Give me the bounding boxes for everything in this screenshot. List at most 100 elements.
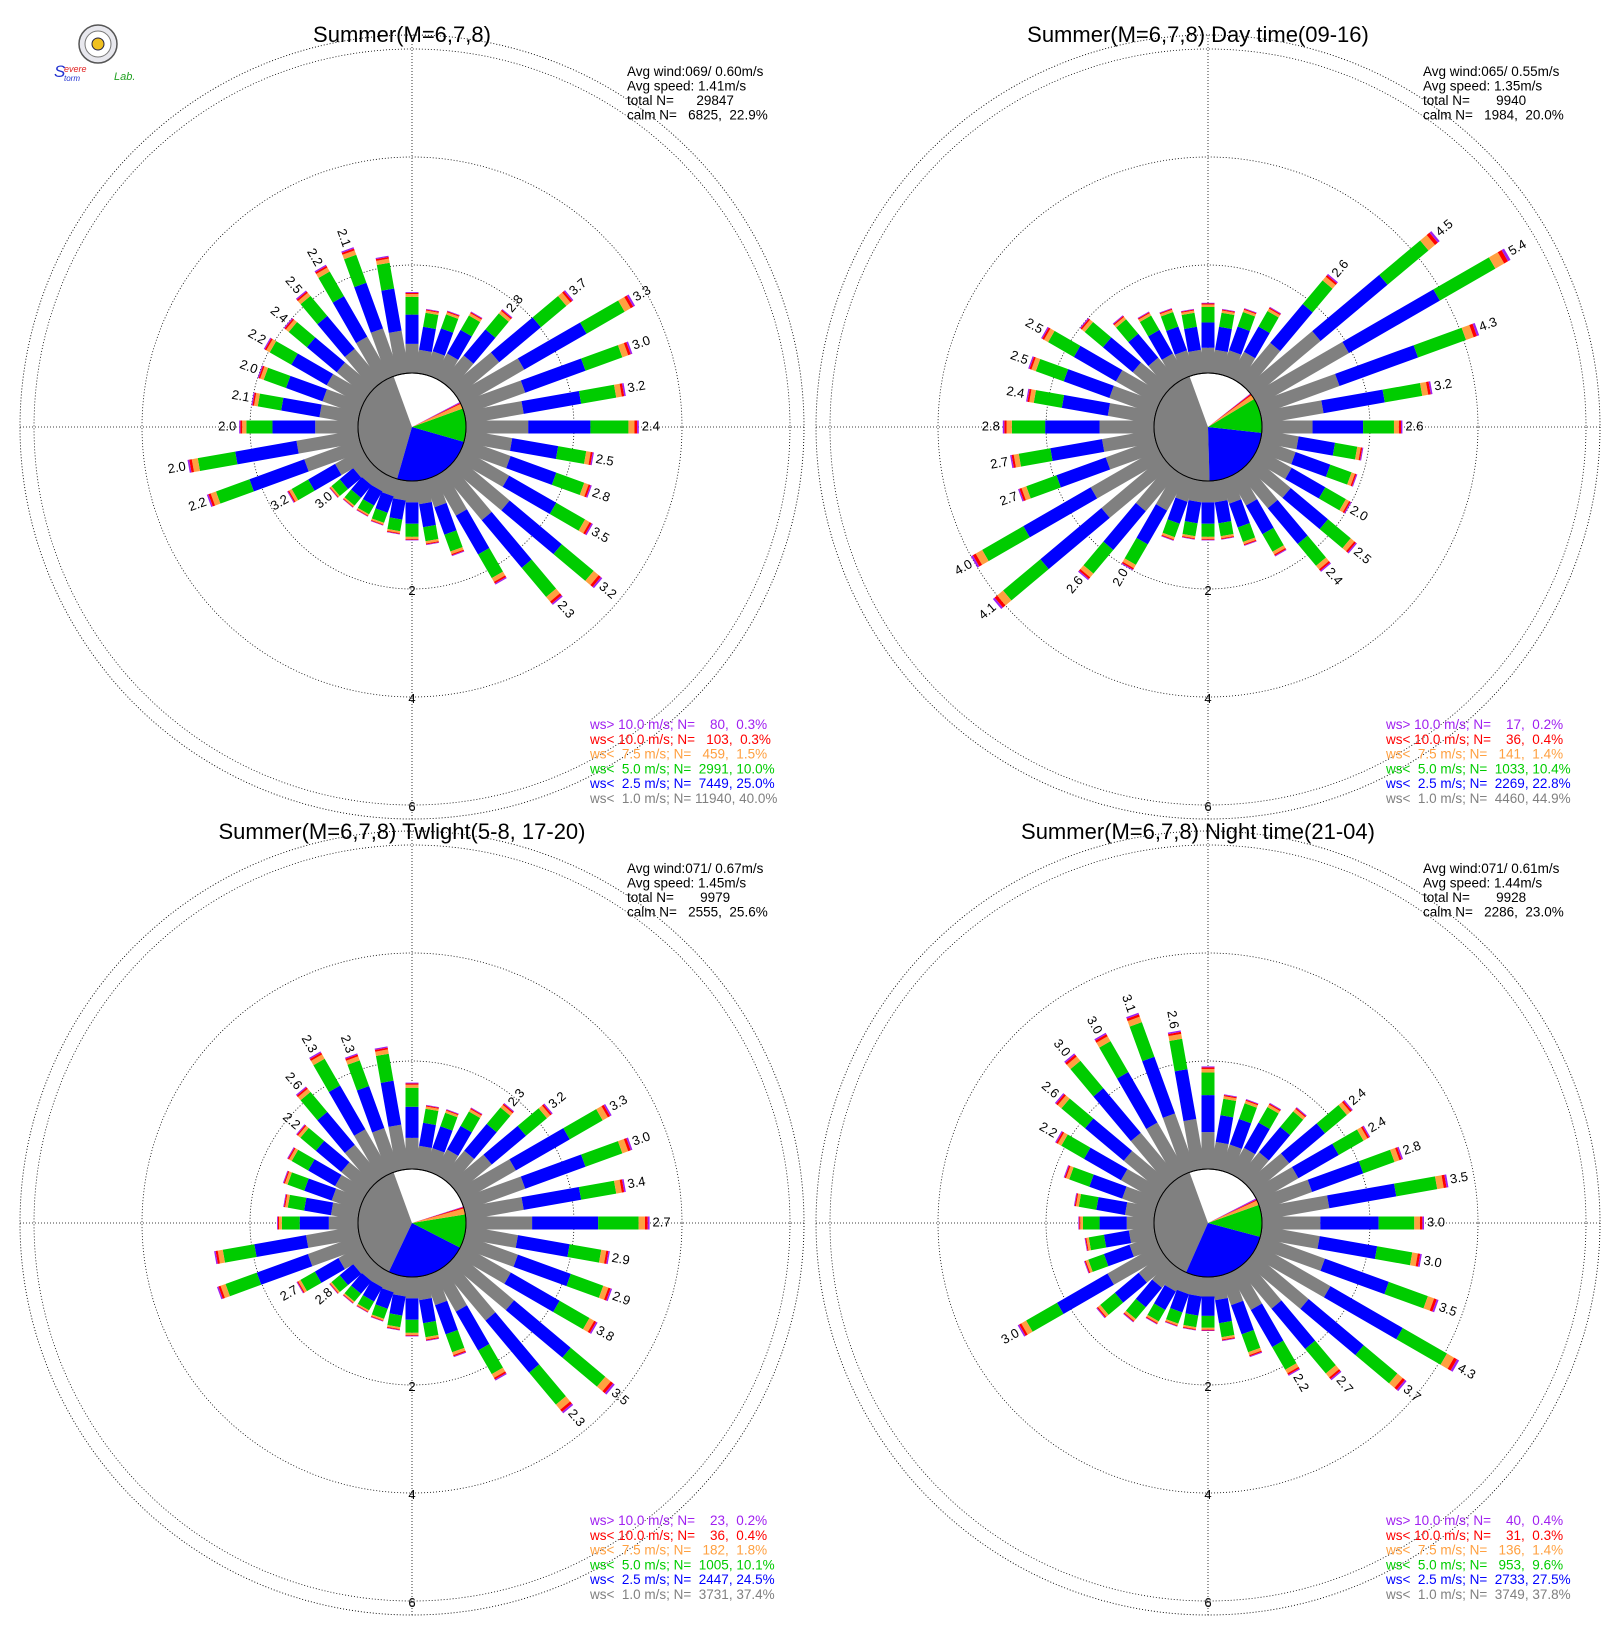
bar-label: 3.0 [1427, 1214, 1445, 1229]
bar-segment-0-1 [405, 314, 419, 344]
bar-segment-250-5 [1083, 1260, 1090, 1274]
bar-segment-150-0 [1229, 470, 1258, 506]
bar-segment-0-0 [405, 343, 419, 373]
bar-segment-10-3 [425, 1106, 439, 1111]
bar-segment-310-4 [1055, 1093, 1066, 1106]
bar-segment-220-2 [344, 1285, 362, 1302]
panel-title: Summer(M=6,7,8) Twlight(5-8, 17-20) [218, 819, 585, 844]
bar-segment-290-3 [1065, 1166, 1074, 1180]
bar-segment-30-4 [1268, 1103, 1281, 1112]
bar-segment-90-5 [637, 420, 639, 434]
bar-segment-110-3 [1347, 472, 1355, 486]
bar-label: 2.6 [1164, 1009, 1182, 1029]
bar-segment-200-4 [1161, 534, 1175, 541]
bar-segment-30-5 [1269, 1102, 1282, 1111]
bar-segment-110-5 [586, 485, 592, 498]
bar-segment-20-0 [424, 1148, 445, 1175]
bar-segment-110-4 [1350, 473, 1357, 487]
bar-segment-270-1 [299, 1216, 329, 1230]
stats-line: calm N= 6825, 22.9% [627, 108, 768, 123]
bar-segment-30-3 [468, 1109, 482, 1118]
bar-segment-30-1 [446, 329, 472, 360]
bar-segment-80-2 [1382, 383, 1423, 403]
panel-title: Summer(M=6,7,8) Night time(21-04) [1021, 819, 1375, 844]
bar-segment-60-0 [455, 358, 525, 406]
bar-segment-80-2 [578, 1180, 617, 1200]
bar-segment-250-0 [307, 1235, 364, 1267]
bar-segment-230-2 [1100, 1292, 1124, 1315]
bar-label: 5.4 [1506, 236, 1529, 258]
bar-segment-270-2 [1082, 1216, 1100, 1230]
bar-segment-160-5 [1249, 1351, 1263, 1358]
bar-segment-250-2 [225, 1272, 262, 1297]
bar-segment-150-5 [1274, 549, 1287, 557]
bar-segment-350-0 [1183, 1118, 1206, 1171]
bar-segment-50-2 [517, 1108, 547, 1136]
bar-segment-20-3 [1244, 1100, 1258, 1108]
bar-segment-10-2 [1220, 1098, 1237, 1118]
bar-segment-220-1 [1135, 1279, 1163, 1308]
bar-segment-250-4 [1019, 487, 1026, 501]
bar-label: 2.2 [186, 494, 208, 514]
bar-segment-10-4 [425, 309, 439, 313]
bar-segment-40-2 [1302, 280, 1333, 313]
bar-label: 3.4 [626, 1173, 646, 1191]
bar-label: 2.5 [1008, 347, 1030, 367]
svg-text:Lab.: Lab. [114, 71, 135, 83]
bar-segment-220-2 [344, 489, 362, 506]
bar-label: 2.3 [555, 598, 578, 621]
grid-ring [141, 156, 683, 698]
bar-label: 3.2 [545, 1088, 568, 1111]
bar-segment-340-4 [341, 248, 355, 255]
bar-segment-40-2 [485, 313, 509, 338]
bar-label: 2.8 [312, 1284, 335, 1307]
bar-segment-190-1 [389, 1294, 406, 1316]
bar-segment-290-5 [1028, 356, 1034, 369]
bar-segment-250-1 [1056, 457, 1111, 488]
calm-slice-green [412, 1214, 467, 1248]
bar-segment-170-5 [1221, 536, 1235, 540]
bar-segment-40-3 [500, 1104, 513, 1116]
bar-segment-290-2 [287, 1172, 309, 1191]
bar-segment-350-3 [1168, 1033, 1183, 1041]
bar-segment-240-5 [287, 491, 295, 503]
bar-segment-230-3 [1097, 1304, 1109, 1317]
bar-segment-100-5 [1417, 1253, 1422, 1267]
bar-segment-200-5 [370, 520, 384, 526]
legend-entry: ws< 10.0 m/s; N= 36, 0.4% [589, 1528, 767, 1543]
bar-segment-160-0 [1220, 1271, 1244, 1306]
bar-segment-350-5 [374, 1046, 388, 1050]
bar-label: 4.1 [975, 599, 998, 622]
bar-segment-30-5 [470, 311, 483, 319]
bar-segment-40-1 [464, 1123, 497, 1160]
bar-segment-230-1 [339, 467, 362, 490]
bar-segment-330-3 [1138, 313, 1152, 322]
bar-segment-90-0 [1262, 420, 1313, 434]
bar-segment-330-0 [1161, 353, 1187, 384]
calm-slice-purple [412, 1206, 464, 1223]
bar-segment-220-5 [342, 498, 354, 508]
bar-segment-60-3 [618, 296, 631, 312]
bar-segment-270-0 [1099, 420, 1154, 434]
bar-segment-350-2 [376, 262, 395, 291]
bar-segment-70-5 [626, 1137, 633, 1151]
bar-label: 3.2 [268, 491, 291, 513]
bar-segment-320-0 [1148, 357, 1179, 390]
calm-slice-gray [1153, 376, 1210, 481]
bar-segment-30-1 [1243, 1122, 1270, 1155]
bar-segment-230-2 [331, 479, 349, 497]
bar-segment-340-2 [1129, 1022, 1155, 1062]
bar-segment-220-5 [1078, 570, 1089, 581]
bar-segment-0-5 [1201, 1066, 1215, 1068]
calm-slice-red [412, 1207, 464, 1223]
calm-slice-gray [1154, 1172, 1208, 1273]
bar-segment-120-4 [583, 522, 592, 535]
svg-text:torm: torm [64, 74, 80, 83]
bar-segment-280-2 [287, 1194, 307, 1211]
bar-label: 2.1 [334, 227, 354, 249]
bar-segment-350-3 [375, 1049, 389, 1056]
bar-segment-60-1 [1342, 289, 1440, 354]
bar-label: 3.3 [630, 282, 653, 304]
bar-segment-250-3 [220, 1283, 230, 1298]
bar-segment-180-2 [405, 1319, 419, 1333]
